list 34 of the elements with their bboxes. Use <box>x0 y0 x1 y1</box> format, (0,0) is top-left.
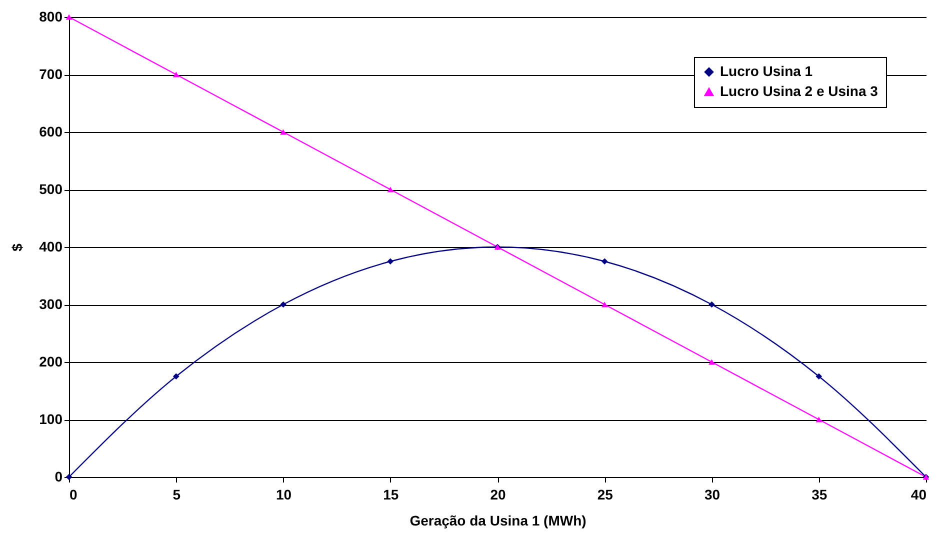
point <box>172 72 180 78</box>
x-tick-label: 35 <box>812 486 828 502</box>
y-tick-label: 300 <box>39 296 63 312</box>
x-tick-label: 25 <box>597 486 614 502</box>
y-tick-label: 200 <box>39 354 63 370</box>
point <box>816 416 822 422</box>
y-tick-label: 400 <box>39 238 63 254</box>
point <box>387 258 394 265</box>
point <box>280 129 286 135</box>
point <box>172 373 180 380</box>
point <box>816 373 822 380</box>
x-tick-label: 40 <box>910 486 927 502</box>
x-axis-title: Geração da Usina 1 (MWh) <box>410 512 586 528</box>
legend-label: Lucro Usina 2 e Usina 3 <box>720 83 878 99</box>
point <box>708 301 715 308</box>
x-tick-label: 5 <box>172 486 181 502</box>
point <box>280 301 286 308</box>
y-tick-label: 700 <box>39 66 63 82</box>
x-tick-label: 10 <box>276 486 292 502</box>
y-axis-title: $ <box>9 243 26 252</box>
point <box>601 258 608 265</box>
y-tick-label: 100 <box>39 411 63 427</box>
point <box>601 302 608 308</box>
y-tick-label: 600 <box>39 124 63 140</box>
x-tick-label: 0 <box>70 486 78 502</box>
legend-label: Lucro Usina 1 <box>720 63 813 79</box>
x-tick-label: 30 <box>704 486 720 502</box>
x-tick-label: 20 <box>490 486 506 502</box>
x-tick-label: 15 <box>383 486 399 502</box>
y-tick-label: 500 <box>39 181 63 197</box>
y-tick-label: 800 <box>39 8 63 24</box>
point <box>708 359 715 365</box>
point <box>387 186 394 192</box>
y-tick-label: 0 <box>54 468 63 484</box>
